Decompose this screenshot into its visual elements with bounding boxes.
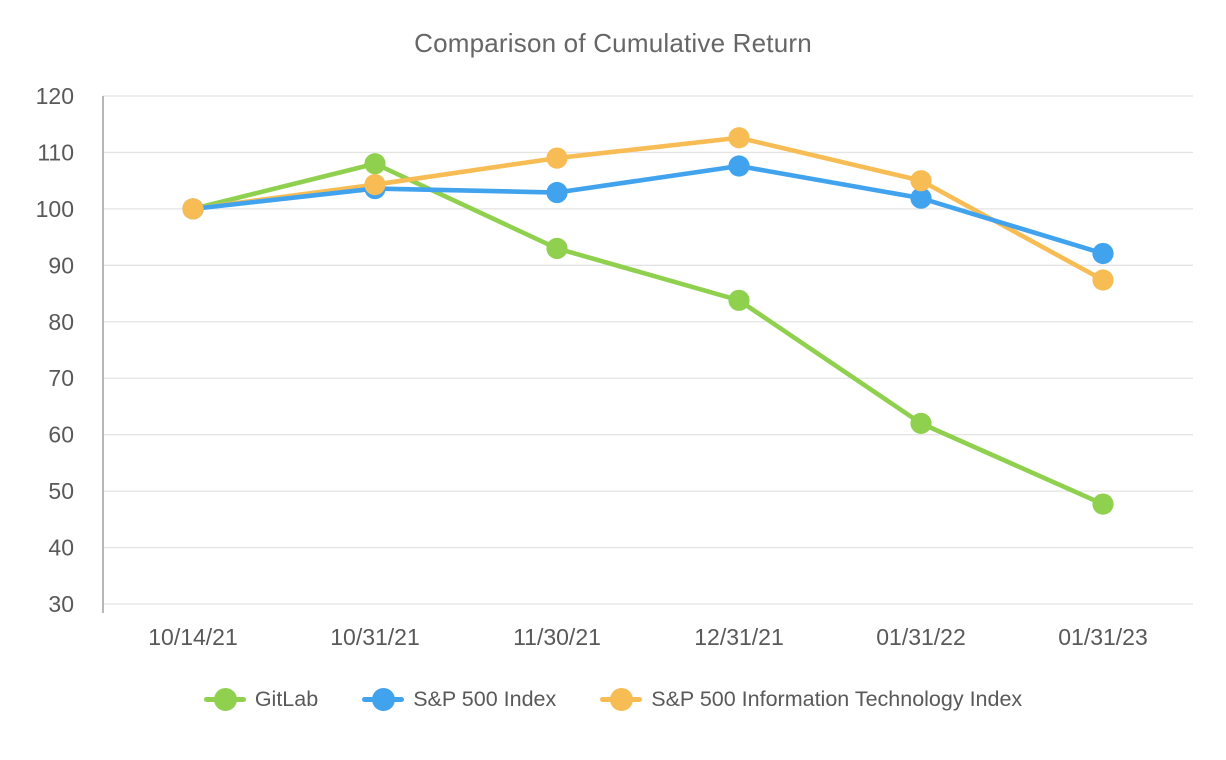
data-point-marker (364, 174, 386, 196)
data-point-marker (546, 147, 568, 169)
x-tick-label: 12/31/21 (694, 624, 784, 650)
legend-label: S&P 500 Information Technology Index (651, 686, 1023, 711)
y-tick-label: 50 (48, 478, 74, 504)
data-point-marker (364, 153, 386, 175)
x-tick-label: 01/31/22 (876, 624, 966, 650)
data-point-marker (728, 155, 750, 177)
legend-marker-icon (600, 686, 643, 712)
data-point-marker (1092, 242, 1114, 265)
data-point-marker (1092, 269, 1114, 291)
y-tick-label: 100 (36, 196, 74, 222)
legend-marker-icon (203, 686, 246, 712)
legend-item: S&P 500 Information Technology Index (600, 686, 1022, 712)
data-point-marker (728, 127, 750, 149)
y-tick-label: 60 (48, 422, 74, 448)
series-line (190, 161, 1106, 507)
legend-dot-icon (213, 688, 237, 711)
y-tick-label: 40 (48, 535, 74, 561)
data-point-marker (546, 237, 568, 259)
data-point-marker (910, 412, 932, 434)
y-tick-label: 110 (37, 139, 74, 165)
y-tick-label: 70 (48, 365, 74, 391)
legend-label: S&P 500 Index (413, 686, 557, 711)
x-tick-label: 11/30/21 (513, 624, 601, 650)
legend-label: GitLab (254, 686, 319, 711)
legend-dot-icon (372, 688, 396, 711)
legend-dot-icon (610, 688, 634, 711)
data-point-marker (728, 289, 750, 311)
data-point-marker (546, 181, 568, 204)
x-tick-label: 10/31/21 (330, 624, 420, 650)
y-tick-label: 120 (36, 83, 74, 109)
series-line (190, 135, 1106, 283)
legend-item: GitLab (203, 686, 319, 712)
x-tick-label: 10/14/21 (148, 624, 238, 650)
data-point-marker (1092, 493, 1114, 515)
data-point-marker (910, 170, 932, 192)
x-tick-label: 01/31/23 (1058, 624, 1148, 650)
data-point-marker (182, 198, 204, 220)
data-point-marker (910, 187, 932, 209)
y-tick-label: 80 (48, 309, 74, 335)
line-chart-plot: 30 40 50 60 70 80 90 100 110 120 10/14/21 10/31/21 1… (36, 83, 1193, 650)
legend-item: S&P 500 Index (362, 686, 556, 712)
series-line (190, 163, 1106, 256)
y-tick-label: 90 (48, 252, 74, 278)
y-tick-label: 30 (48, 591, 74, 617)
chart-title: Comparison of Cumulative Return (414, 28, 812, 58)
chart-legend: GitLab S&P 500 Index S&P 500 Information T… (0, 686, 1226, 712)
legend-marker-icon (362, 686, 405, 712)
